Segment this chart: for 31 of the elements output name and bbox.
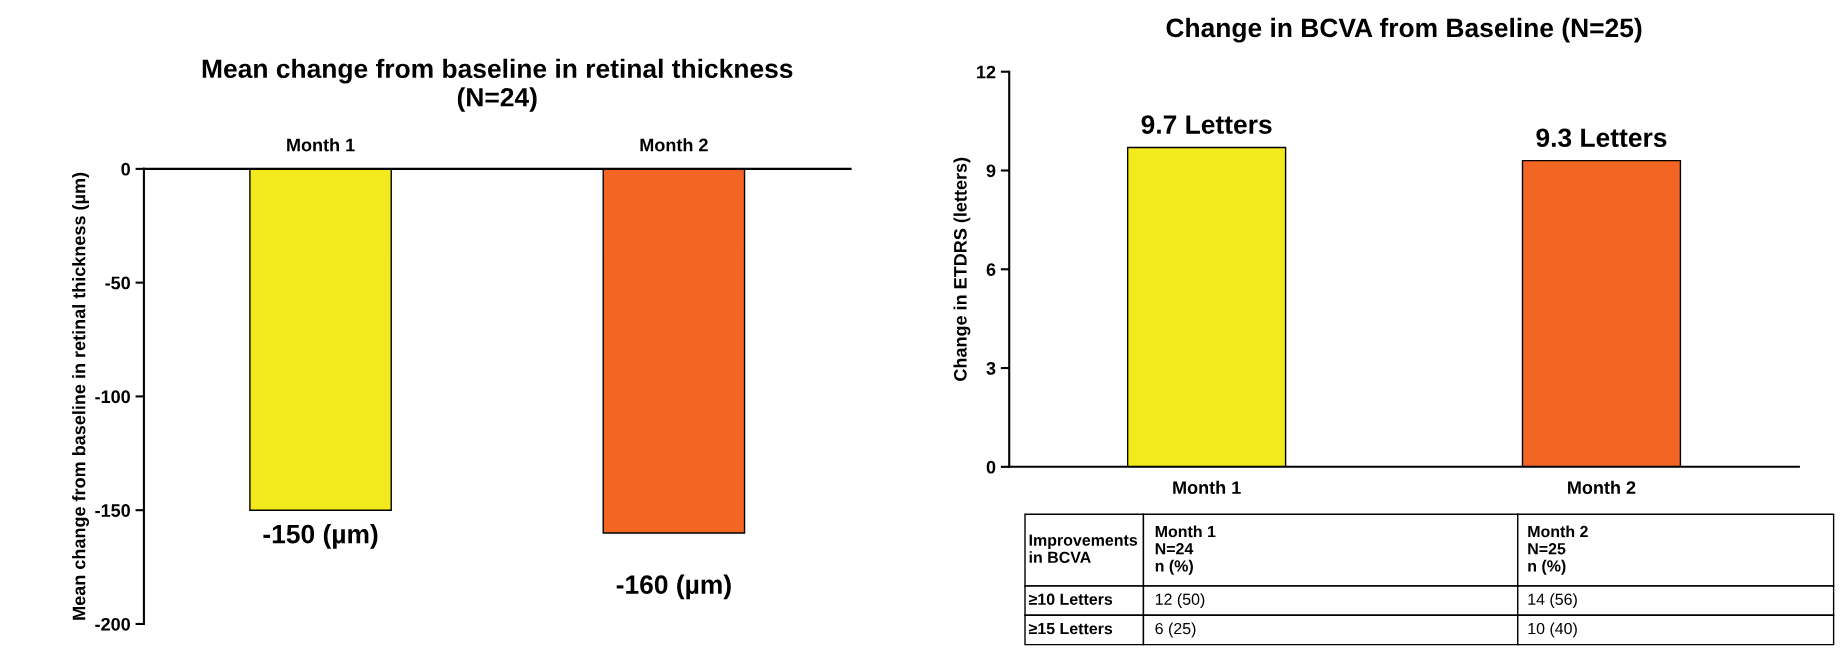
text: Improvements in BCVA xyxy=(1029,534,1138,563)
text: Month 2 N=25 n (%) xyxy=(1528,525,1588,575)
x-tick-label: Month 2 xyxy=(1568,480,1636,494)
text: 14 (56) xyxy=(1528,593,1577,609)
text: ≥15 Letters xyxy=(1028,623,1113,635)
chart-title: Mean change from baseline in retinal thickness (N=24) xyxy=(202,58,793,112)
y-tick-label: 6 xyxy=(986,263,996,276)
text: 12 (50) xyxy=(1155,593,1205,609)
y-tick-label: -50 xyxy=(105,276,130,290)
y-axis-title: Change in ETDRS (letters) xyxy=(953,157,971,381)
text: Month 1 N=24 n (%) xyxy=(1155,525,1216,575)
y-tick-label: 3 xyxy=(986,361,996,375)
y-tick-label: 0 xyxy=(986,460,996,474)
y-tick-label: -100 xyxy=(95,390,130,404)
y-tick-label: 12 xyxy=(977,65,996,79)
data-label: -150 (µm) xyxy=(263,524,378,549)
data-label: -160 (µm) xyxy=(616,574,731,600)
y-axis-title: Mean change from baseline in retinal thickness (µm) xyxy=(72,172,90,620)
data-label: 9.7 Letters xyxy=(1141,115,1272,134)
y-tick-label: -200 xyxy=(95,617,130,631)
y-tick-label: 9 xyxy=(986,164,996,178)
y-tick-label: -150 xyxy=(95,504,130,517)
x-tick-label: Month 1 xyxy=(1173,480,1241,494)
text: ≥10 Letters xyxy=(1028,593,1113,605)
data-label: 9.3 Letters xyxy=(1536,128,1667,148)
x-tick-label: Month 1 xyxy=(287,138,355,152)
text: 6 (25) xyxy=(1155,622,1196,638)
x-tick-label: Month 2 xyxy=(640,138,708,152)
y-tick-label: 0 xyxy=(121,162,130,176)
text: 10 (40) xyxy=(1528,622,1577,638)
chart-title: Change in BCVA from Baseline (N=25) xyxy=(1166,17,1642,43)
